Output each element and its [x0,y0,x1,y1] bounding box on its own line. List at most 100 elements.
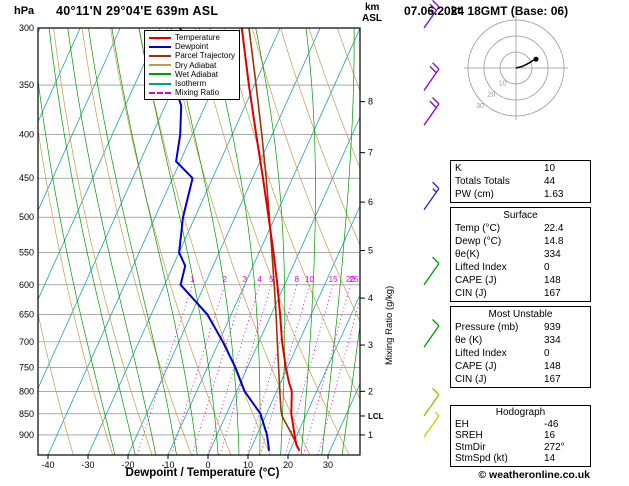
svg-text:30: 30 [323,460,333,470]
sounding-traces [173,28,301,452]
stat-value: 939 [544,322,561,333]
stat-row: PW (cm) 1.63 [455,188,586,201]
svg-text:350: 350 [19,80,34,90]
stat-row: Temp (°C) 22.4 [455,222,586,235]
stat-value: 44 [544,176,556,187]
stat-label: SREH [455,430,483,441]
stat-label: PW (cm) [455,189,494,200]
stat-row: CAPE (J) 148 [455,360,586,373]
stat-row: Lifted Index 0 [455,347,586,360]
x-axis-label: Dewpoint / Temperature (°C) [125,467,280,479]
km-label: km [365,2,380,13]
legend-item-isotherm: Isotherm [149,79,235,88]
stat-value: 334 [544,335,561,346]
svg-text:400: 400 [19,130,34,140]
stat-row: CAPE (J) 148 [455,274,586,287]
stat-label: Temp (°C) [455,223,501,234]
stat-value: 0 [544,348,550,359]
svg-text:300: 300 [19,23,34,33]
stat-value: 148 [544,361,561,372]
svg-text:8: 8 [368,97,373,107]
svg-text:LCL: LCL [368,412,384,421]
legend-item-label: Dry Adiabat [175,60,217,70]
temperature-line-swatch [149,36,171,39]
legend-item-parcel: Parcel Trajectory [149,51,235,60]
surface-panel-title: Surface [503,210,538,221]
altitude-axis-unit: km ASL [362,2,382,24]
stat-value: 272° [544,441,565,453]
svg-text:10: 10 [499,80,507,87]
legend-item-label: Wet Adiabat [175,69,218,79]
hodograph-unit-label: kt [451,5,461,17]
stat-value: 14.8 [544,236,564,247]
stat-value: 10 [544,163,556,174]
svg-text:30: 30 [476,103,484,110]
most-unstable-panel-title: Most Unstable [488,309,553,320]
svg-text:700: 700 [19,337,34,347]
svg-text:450: 450 [19,173,34,183]
most-unstable-panel: Most Unstable Pressure (mb) 939 θe (K) 334… [450,306,591,388]
svg-text:7: 7 [368,148,373,158]
svg-text:-30: -30 [81,460,94,470]
svg-text:4: 4 [368,293,373,303]
svg-text:25: 25 [350,275,359,284]
pressure-axis-unit: hPa [14,5,35,17]
stat-value: 1.63 [544,189,564,200]
stat-value: 167 [544,374,561,385]
svg-text:20: 20 [283,460,293,470]
stat-label: θe(K) [455,249,480,260]
wet-adiabat-line-swatch [149,73,171,76]
legend-item-dry-adiabat: Dry Adiabat [149,61,235,70]
svg-text:500: 500 [19,212,34,222]
svg-text:900: 900 [19,430,34,440]
stat-label: CAPE (J) [455,361,497,372]
svg-text:1: 1 [190,275,195,284]
stat-label: CIN (J) [455,288,487,299]
svg-text:600: 600 [19,280,34,290]
svg-text:0: 0 [205,460,210,470]
svg-text:8: 8 [295,275,300,284]
svg-text:10: 10 [243,460,253,470]
stat-row: K 10 [455,162,586,175]
parcel-line-swatch [149,55,171,57]
stat-label: K [455,163,462,174]
svg-text:3: 3 [243,275,248,284]
datetime-label: 07.06.2024 18GMT (Base: 06) [404,4,569,18]
legend-item-label: Dewpoint [175,42,209,52]
stat-value: 22.4 [544,223,564,234]
wind-barbs [423,0,440,438]
stat-value: 148 [544,275,561,286]
svg-text:650: 650 [19,309,34,319]
mixing-ratio-axis-label: Mixing Ratio (g/kg) [384,285,395,365]
svg-text:850: 850 [19,409,34,419]
stat-value: 16 [544,430,556,441]
stability-indices-panel: K 10 Totals Totals 44 PW (cm) 1.63 [450,160,591,203]
stat-label: Totals Totals [455,176,510,187]
asl-label: ASL [362,13,382,24]
svg-text:550: 550 [19,248,34,258]
svg-text:6: 6 [368,197,373,207]
stat-label: StmSpd (kt) [455,453,508,464]
stat-label: CIN (J) [455,374,487,385]
stat-label: EH [455,418,469,430]
stat-row: StmSpd (kt) 14 [455,453,586,465]
stat-row: Lifted Index 0 [455,261,586,274]
stat-row: Totals Totals 44 [455,175,586,188]
stat-row: Pressure (mb) 939 [455,321,586,334]
stat-row: StmDir 272° [455,442,586,454]
stat-row: CIN (J) 167 [455,373,586,386]
stat-value: -46 [544,418,559,430]
legend-item-label: Mixing Ratio [175,88,220,98]
stat-label: Lifted Index [455,348,507,359]
stat-row: θe(K) 334 [455,248,586,261]
stat-row: CIN (J) 167 [455,287,586,300]
surface-panel: Surface Temp (°C) 22.4 Dewp (°C) 14.8 θe(K… [450,207,591,302]
stat-value: 0 [544,262,550,273]
stat-row: EH -46 [455,419,586,431]
svg-text:750: 750 [19,362,34,372]
svg-text:-10: -10 [161,460,174,470]
